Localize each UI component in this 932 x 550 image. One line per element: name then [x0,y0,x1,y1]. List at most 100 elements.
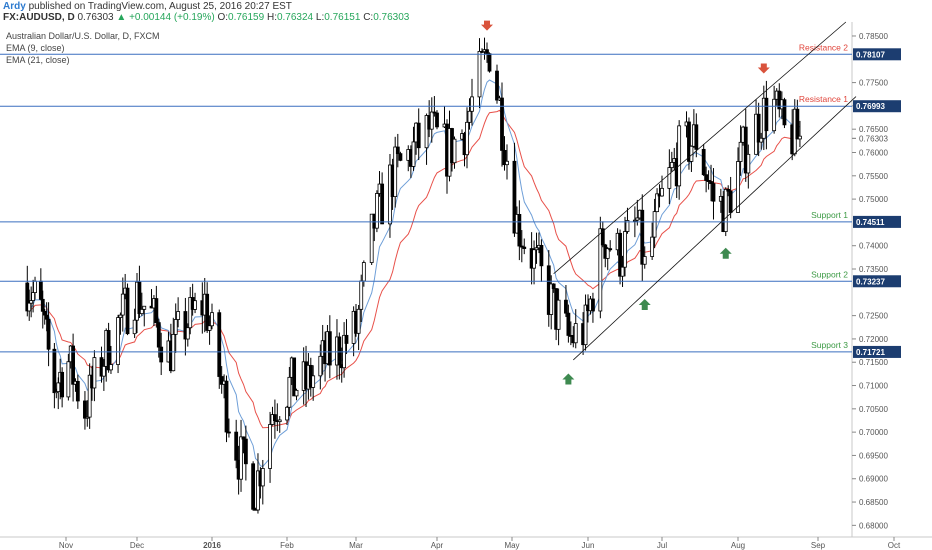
candle-body [583,304,588,346]
candle-body [311,375,316,388]
candle-body [564,299,568,314]
candle-body [398,153,403,161]
y-tick-label: 0.72000 [859,335,888,344]
candle-body [756,113,761,143]
candle-body [502,150,507,166]
candle-body [92,357,97,389]
x-tick-label: Jun [582,541,595,550]
candle-body [620,266,625,277]
candle-body [156,322,161,348]
up-arrow-icon [719,247,732,259]
level-label: Support 2 [811,269,848,279]
candle-body [52,348,57,394]
candle-body [704,174,709,181]
level-price-badge [853,48,901,61]
x-tick-label: Oct [888,541,901,550]
y-tick-label: 0.71000 [859,382,888,391]
y-tick-label: 0.68500 [859,498,888,507]
low-value: 0.76151 [324,12,361,23]
candle-body [669,162,674,168]
symbol-label: FX:AUDUSD, D [3,12,75,23]
candle-body [120,293,125,316]
candle-body [549,283,554,315]
y-tick-label: 0.78500 [859,32,888,41]
candle-body [31,292,35,301]
candle-body [234,431,239,461]
candle-body [33,280,37,293]
candle-body [285,406,289,421]
candle-body [359,280,364,310]
candle-body [380,183,385,225]
candle-body [46,318,51,350]
candle-body [566,312,571,336]
candle-body [635,217,640,221]
candle-body [655,193,659,213]
candle-body [27,302,32,312]
candle-body [495,70,499,101]
candle-body [738,141,743,162]
level-price-label: 0.76993 [856,102,885,111]
candle-body [277,419,282,423]
candle-body [573,323,578,344]
candle-body [467,110,472,123]
candle-body [243,438,248,465]
candle-body [337,336,342,366]
candle-body [318,355,323,377]
x-tick-label: Nov [59,541,73,550]
candle-body [369,213,374,263]
candle-body [435,112,439,128]
x-tick-label: 2016 [203,541,221,550]
y-tick-label: 0.70500 [859,405,888,414]
candle-body [677,125,682,187]
candle-body [171,334,176,372]
high-label: H: [266,12,277,23]
candle-body [38,280,43,300]
close-label: C: [363,12,374,23]
level-price-badge [853,275,901,288]
candle-body [532,249,536,269]
candle-body [44,314,49,320]
candle-body [60,371,65,398]
y-tick-label: 0.72500 [859,312,888,321]
candle-body [625,220,630,232]
candle-body [142,305,147,310]
candle-body [591,298,595,312]
candle-body [256,470,260,511]
candle-body [395,146,400,155]
candle-body [706,180,711,182]
level-price-badge [853,215,901,228]
open-value: 0.76159 [228,12,265,23]
candle-body [75,380,80,402]
x-tick-label: Dec [130,541,144,550]
candle-body [746,153,751,174]
candle-body [176,311,181,320]
candle-body [154,298,159,324]
candle-body [224,380,229,433]
y-tick-label: 0.76303 [859,134,888,143]
candle-body [551,283,556,289]
candle-body [40,298,45,312]
candle-body [764,97,769,132]
candle-body [287,376,292,408]
ema21-line [27,109,800,429]
y-tick-label: 0.76500 [859,125,888,134]
candle-body [512,160,517,234]
candle-body [485,49,489,55]
last-price: 0.76303 [77,12,114,23]
down-arrow-icon [757,63,770,74]
candle-body [344,334,349,344]
candle-body [795,108,800,140]
candle-body [728,190,733,213]
candle-body [759,137,764,143]
candle-body [87,374,92,418]
candle-body [701,148,706,176]
candle-body [452,138,457,164]
candle-body [101,365,106,377]
open-label: O: [217,12,229,23]
candle-body [600,228,605,246]
author-name[interactable]: Ardy [3,1,26,12]
candle-body [632,219,637,222]
candle-body [416,122,421,149]
chart-header: Ardy published on TradingView.com, Augus… [0,0,932,23]
